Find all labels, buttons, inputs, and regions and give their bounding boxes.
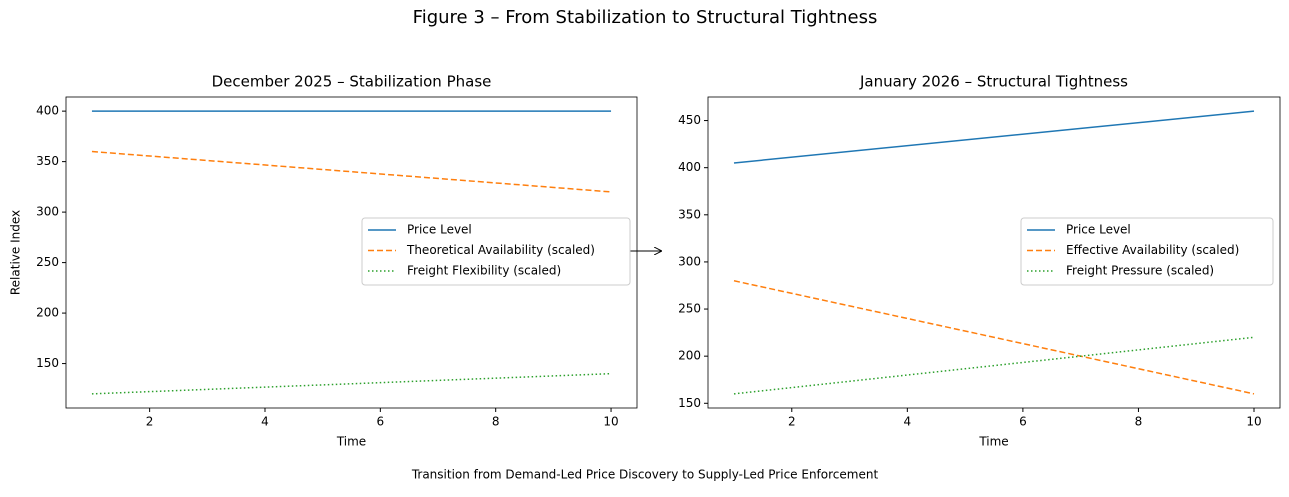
y-axis-label: Relative Index	[9, 210, 23, 295]
x-tick-label: 6	[377, 415, 385, 429]
series-line	[733, 336, 1255, 395]
figure-title: Figure 3 – From Stabilization to Structu…	[413, 7, 878, 28]
y-tick-label: 200	[36, 306, 59, 320]
x-axis-label: Time	[336, 435, 366, 449]
figure-caption: Transition from Demand-Led Price Discove…	[411, 468, 879, 482]
series-line	[91, 150, 612, 193]
x-axis-label: Time	[978, 435, 1008, 449]
y-tick-label: 350	[36, 154, 59, 168]
y-tick-label: 250	[36, 255, 59, 269]
y-tick-label: 400	[678, 160, 701, 174]
x-tick-label: 10	[1246, 415, 1261, 429]
legend-label: Theoretical Availability (scaled)	[406, 243, 595, 257]
chart-title: January 2026 – Structural Tightness	[859, 73, 1128, 91]
legend-box	[361, 217, 631, 286]
y-tick-label: 300	[678, 254, 701, 268]
y-tick-label: 450	[678, 113, 701, 127]
x-tick-label: 2	[146, 415, 154, 429]
y-tick-label: 250	[678, 302, 701, 316]
y-tick-label: 300	[36, 205, 59, 219]
legend-label: Price Level	[1066, 223, 1131, 237]
legend-label: Freight Pressure (scaled)	[1066, 264, 1214, 278]
plot-frame	[707, 96, 1281, 409]
series-line	[91, 372, 612, 395]
y-tick-label: 400	[36, 104, 59, 118]
x-tick-label: 8	[492, 415, 500, 429]
y-tick-label: 200	[678, 349, 701, 363]
y-tick-label: 350	[678, 207, 701, 221]
x-tick-label: 8	[1135, 415, 1143, 429]
legend-label: Price Level	[407, 223, 472, 237]
legend-label: Freight Flexibility (scaled)	[407, 264, 561, 278]
series-line	[733, 110, 1255, 164]
y-tick-label: 150	[36, 356, 59, 370]
chart-title: December 2025 – Stabilization Phase	[212, 73, 492, 91]
y-tick-label: 150	[678, 396, 701, 410]
plot-frame	[65, 96, 638, 409]
legend-label: Effective Availability (scaled)	[1066, 243, 1239, 257]
x-tick-label: 10	[603, 415, 618, 429]
legend-box	[1020, 217, 1274, 286]
x-tick-label: 4	[904, 415, 912, 429]
x-tick-label: 4	[261, 415, 269, 429]
x-tick-label: 6	[1019, 415, 1027, 429]
series-line	[733, 280, 1255, 395]
x-tick-label: 2	[788, 415, 796, 429]
